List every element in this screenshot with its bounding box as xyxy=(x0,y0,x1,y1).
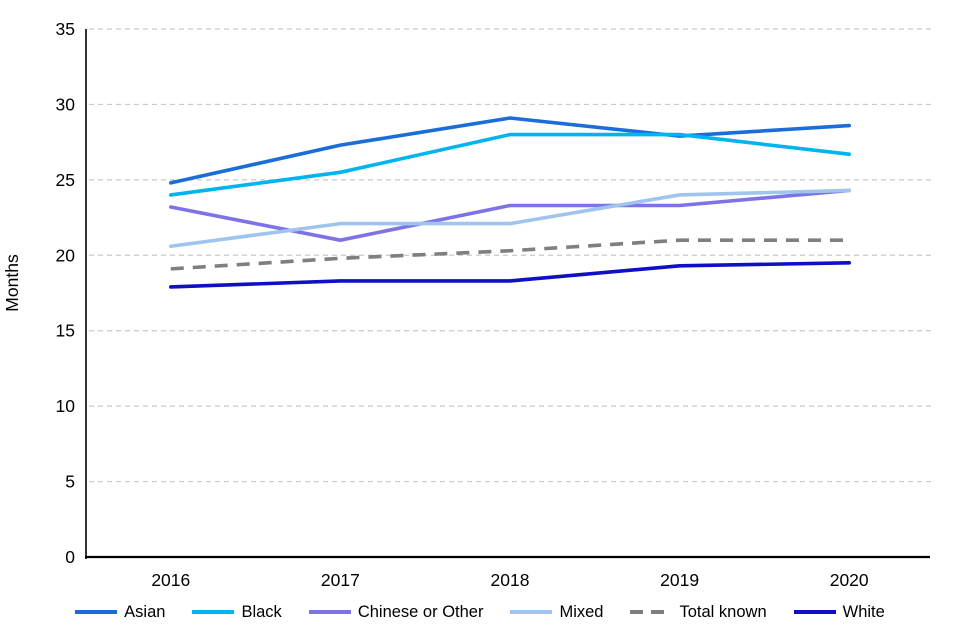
series-line-chinese-or-other xyxy=(169,188,852,242)
legend-label-asian: Asian xyxy=(124,603,166,621)
chart-legend: Asian Black Chinese or Other Mixed Total kno… xyxy=(0,604,960,621)
y-tick-label: 20 xyxy=(56,245,76,265)
y-tick-label: 25 xyxy=(56,170,75,190)
legend-marker-white xyxy=(793,610,836,615)
legend-marker-black xyxy=(192,610,235,615)
series-line-asian xyxy=(169,116,852,185)
line-chart: 0 5 10 15 20 25 30 35 2016 2017 2018 2019 2020 Months xyxy=(2,19,934,590)
legend-marker-mixed xyxy=(510,610,553,615)
x-tick-label: 2020 xyxy=(830,570,869,590)
legend-item-mixed: Mixed xyxy=(510,604,603,621)
y-axis-title: Months xyxy=(2,254,22,312)
legend-item-chinese-or-other: Chinese or Other xyxy=(308,603,484,621)
x-tick-label: 2017 xyxy=(321,570,360,590)
legend-item-black: Black xyxy=(192,603,282,621)
y-tick-label: 15 xyxy=(56,321,75,341)
x-tick-label: 2016 xyxy=(151,570,190,590)
legend-marker-total-known xyxy=(630,610,673,615)
y-tick-label: 30 xyxy=(56,94,76,114)
legend-item-asian: Asian xyxy=(75,604,165,621)
series-line-mixed xyxy=(169,188,852,249)
legend-label-mixed: Mixed xyxy=(559,603,604,621)
series-line-black xyxy=(169,132,852,197)
series-line-white xyxy=(169,261,852,289)
y-tick-label: 10 xyxy=(56,396,76,416)
legend-item-total-known: Total known xyxy=(630,603,767,621)
legend-marker-asian xyxy=(75,610,118,615)
series-line-total-known xyxy=(170,238,850,271)
y-tick-label: 35 xyxy=(56,19,75,39)
legend-marker-chinese-or-other xyxy=(308,610,351,615)
y-tick-label: 0 xyxy=(65,547,75,567)
x-tick-label: 2019 xyxy=(660,570,699,590)
legend-label-black: Black xyxy=(241,603,282,621)
x-tick-label: 2018 xyxy=(491,570,530,590)
legend-item-white: White xyxy=(793,603,885,621)
y-tick-label: 5 xyxy=(65,472,75,492)
legend-label-total-known: Total known xyxy=(679,603,767,621)
legend-label-chinese-or-other: Chinese or Other xyxy=(357,603,484,621)
legend-label-white: White xyxy=(842,603,885,621)
